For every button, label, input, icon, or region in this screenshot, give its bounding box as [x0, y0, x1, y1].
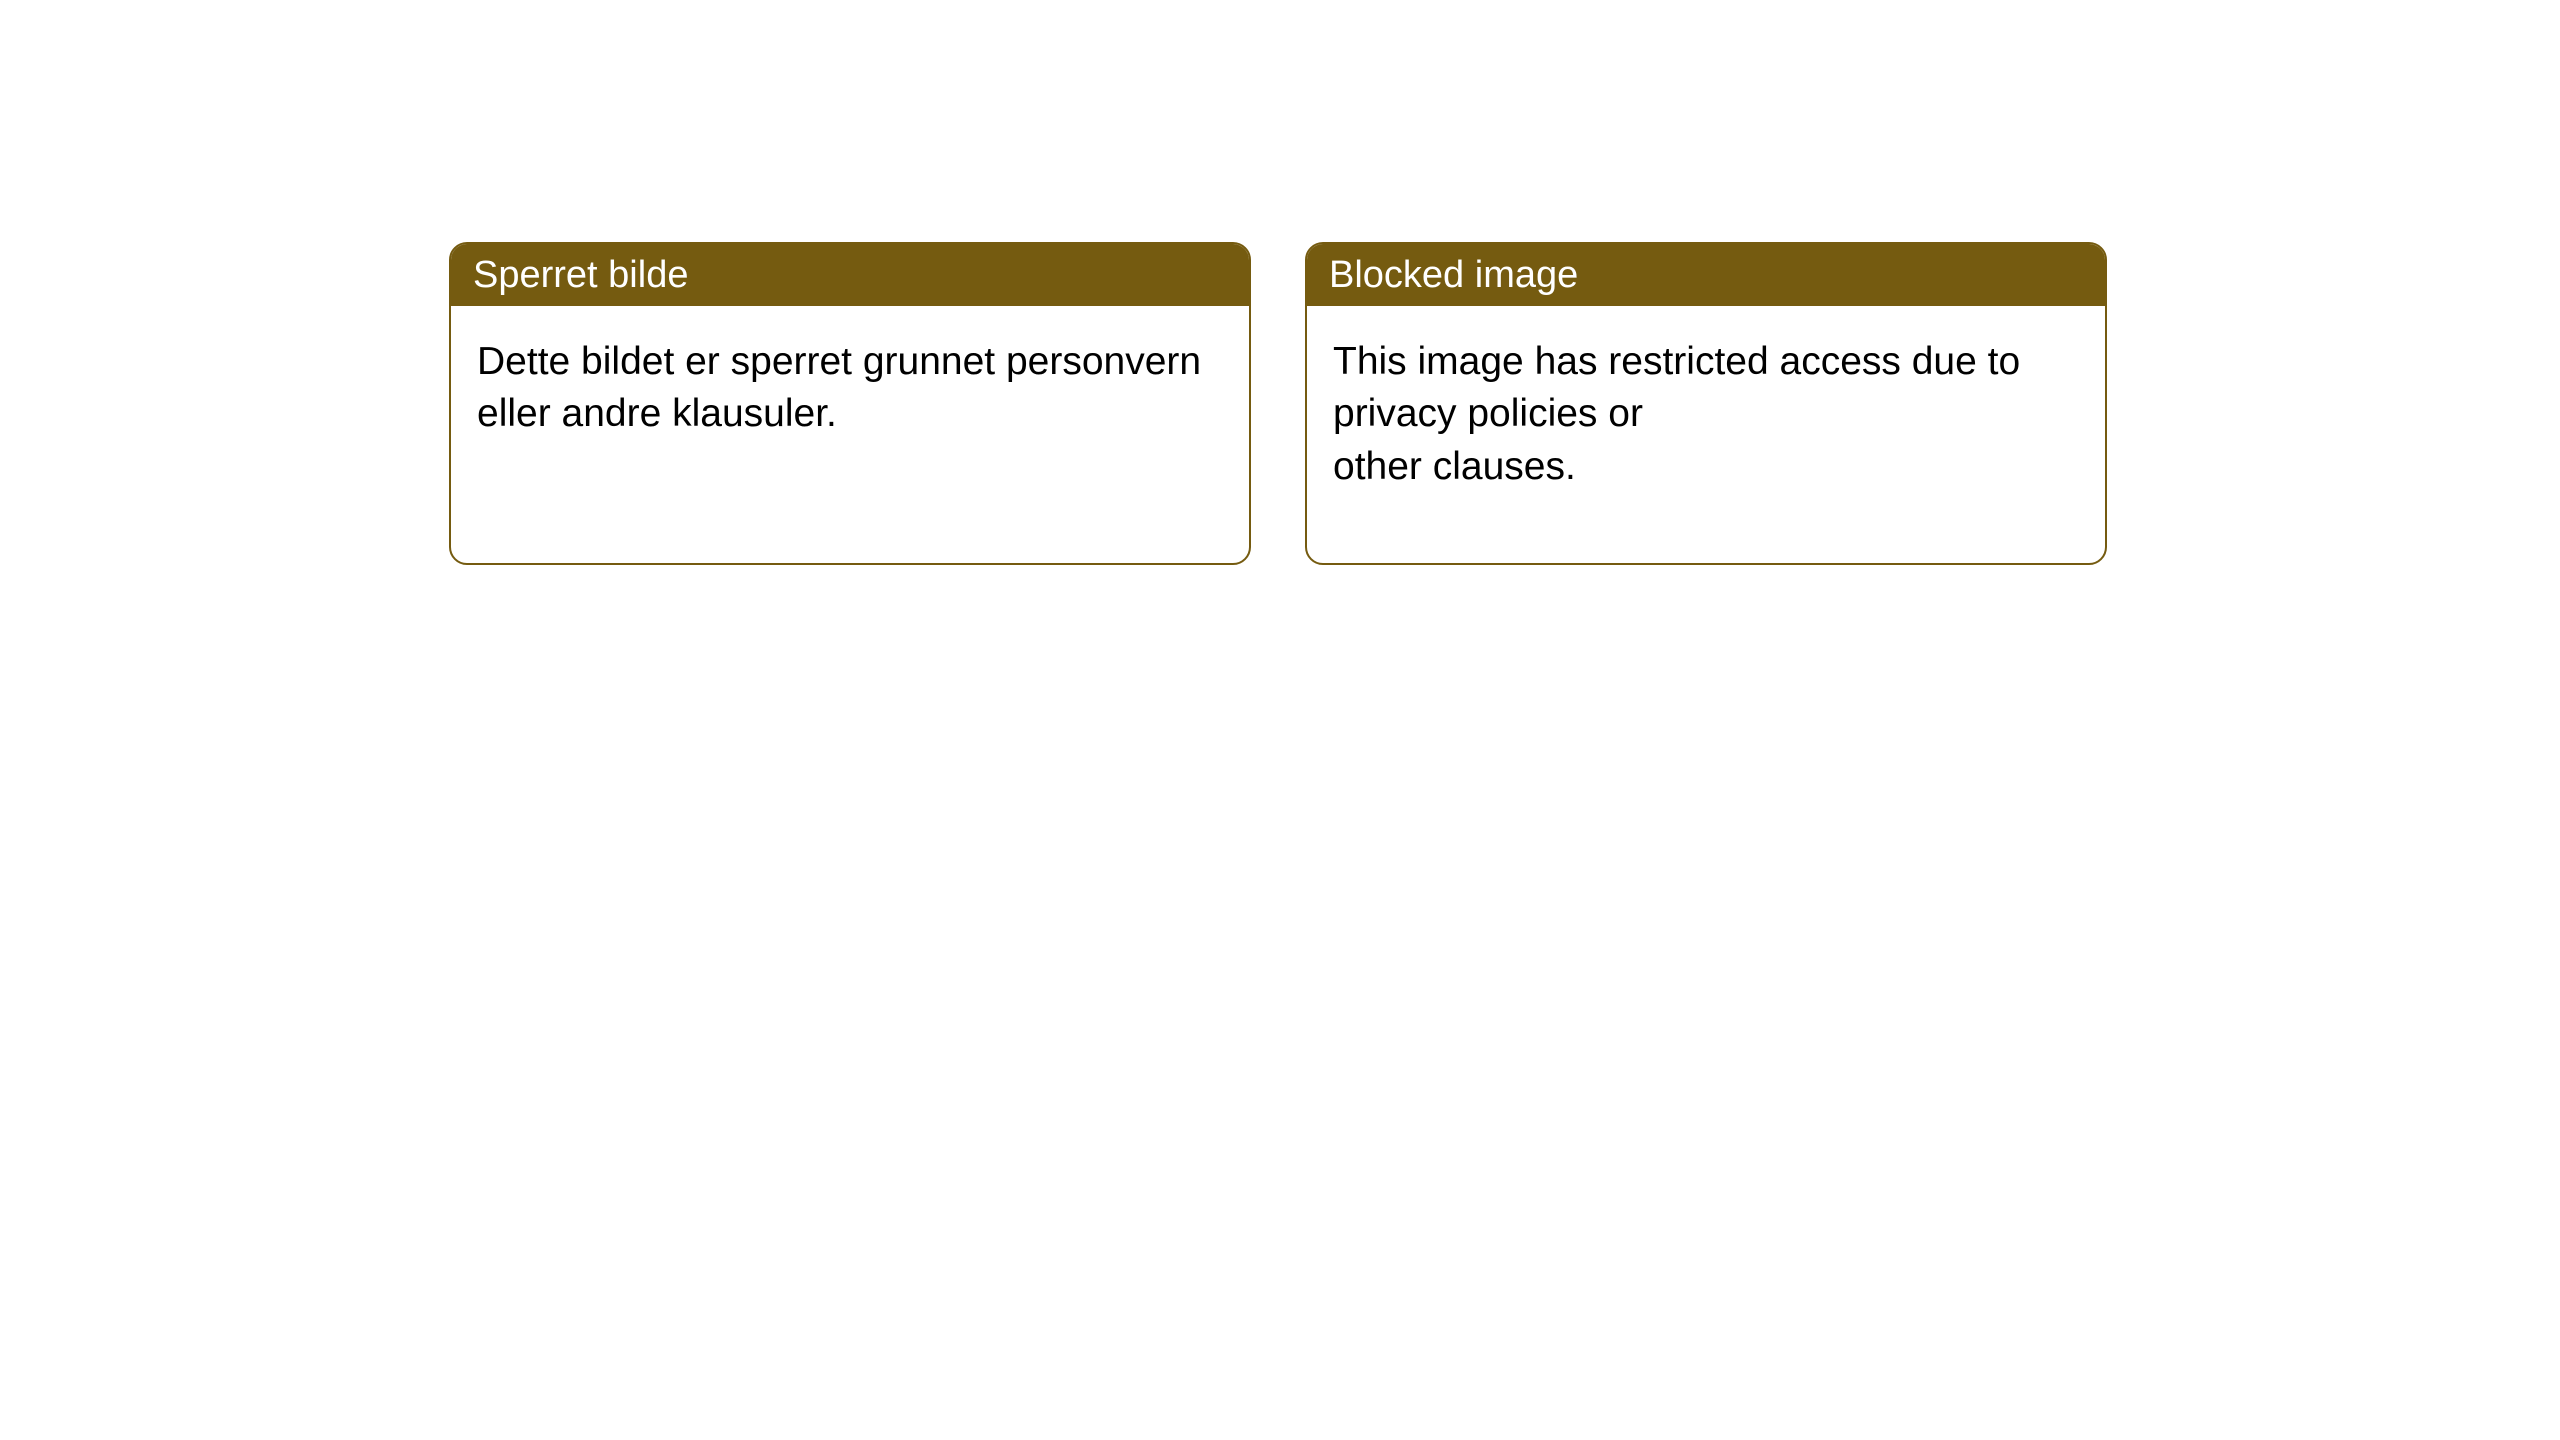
card-header: Sperret bilde	[451, 244, 1249, 306]
card-header: Blocked image	[1307, 244, 2105, 306]
card-body-text: This image has restricted access due to …	[1307, 306, 2105, 563]
notice-card-norwegian: Sperret bilde Dette bildet er sperret gr…	[449, 242, 1251, 565]
notice-cards-container: Sperret bilde Dette bildet er sperret gr…	[0, 0, 2560, 565]
notice-card-english: Blocked image This image has restricted …	[1305, 242, 2107, 565]
card-body-text: Dette bildet er sperret grunnet personve…	[451, 306, 1249, 516]
